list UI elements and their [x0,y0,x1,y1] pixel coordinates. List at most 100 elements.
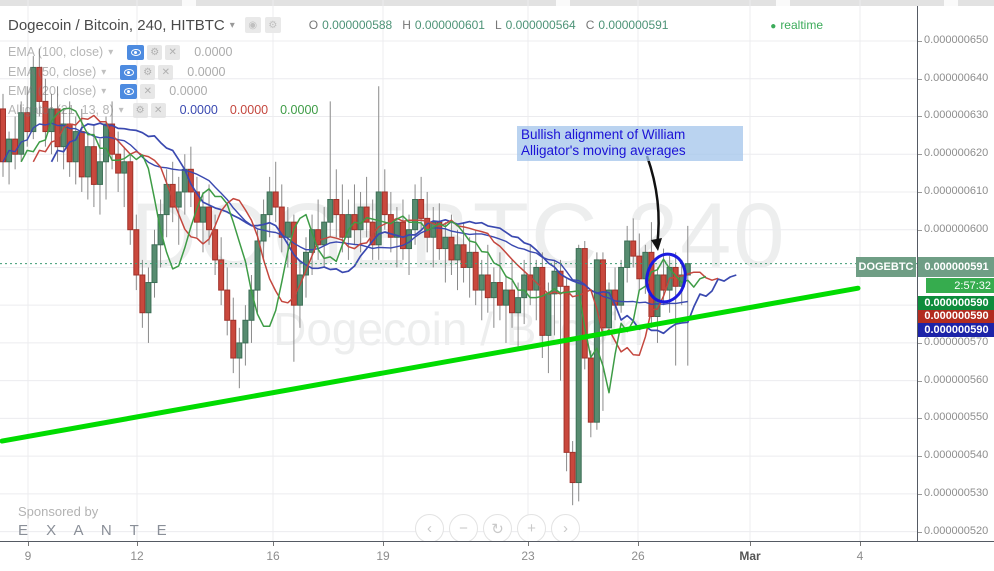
sponsor-brand[interactable]: E X A N T E [18,522,174,539]
chevron-down-icon[interactable]: ▾ [118,104,124,116]
ohlc-readout: O 0.000000588 H 0.000000601 L 0.00000056… [299,18,669,32]
candle-up [466,251,473,268]
candle-up [490,282,497,299]
candle-down [581,248,588,359]
gear-icon[interactable]: ⚙ [264,17,281,33]
chrome-gap [944,0,958,6]
candlestick-plot[interactable] [0,0,917,541]
reset-button[interactable]: ↻ [483,514,512,543]
candle-down [212,229,219,261]
symbol-price-flag: DOGEBTC [856,257,916,277]
chevron-down-icon[interactable]: ▾ [108,46,114,58]
gear-icon[interactable]: ⚙ [147,44,163,60]
price-axis-tick [918,229,922,231]
visibility-eye-icon[interactable] [120,64,138,80]
price-axis-label: 0.000000550 [924,411,989,424]
candle-up [199,206,206,223]
visibility-eye-icon[interactable] [127,44,145,60]
low-value: 0.000000564 [505,18,576,32]
candle-up [624,240,631,268]
candle-down [496,282,503,306]
alligator-lips-value: 0.0000 [280,103,319,117]
symbol-title[interactable]: Dogecoin / Bitcoin, 240, HITBTC [8,16,225,34]
candle-up [618,266,625,306]
price-axis-label: 0.000000600 [924,222,989,235]
candle-up [375,191,382,246]
legend-row-ema100: EMA (100, close) ▾ ⚙ ✕ 0.0000 [8,44,232,60]
time-axis-tick [28,542,29,546]
chevron-down-icon[interactable]: ▾ [229,19,235,31]
close-icon[interactable]: ✕ [150,102,166,118]
price-axis-label: 0.000000630 [924,109,989,122]
time-axis-tick [860,542,861,546]
price-axis-label: 0.000000520 [924,524,989,537]
candle-down [127,161,134,231]
indicator-name[interactable]: EMA (100, close) [8,45,104,59]
candle-down [557,270,564,287]
indicator-name[interactable]: EMA (50, close) [8,65,97,79]
candle-down [24,112,31,133]
open-value: 0.000000588 [322,18,393,32]
symbol-toolbar: Dogecoin / Bitcoin, 240, HITBTC ▾ ◉ ⚙ O … [8,12,668,38]
candle-up [654,274,661,318]
time-axis-tick [273,542,274,546]
price-axis-label: 0.000000540 [924,449,989,462]
price-axis-tick [918,418,922,420]
candle-down [509,289,516,314]
price-axis-tick [918,531,922,533]
candle-up [242,319,249,344]
chevron-down-icon[interactable]: ▾ [101,66,107,78]
annotation-note[interactable]: Bullish alignment of William Alligator's… [517,126,743,161]
gear-icon[interactable]: ⚙ [132,102,148,118]
time-axis-label: 4 [856,549,864,563]
indicator-name[interactable]: EMA (20, close) [8,84,97,98]
candle-up [96,161,103,185]
candle-down [636,255,643,280]
candle-down [272,191,279,208]
scroll-left-button[interactable]: ‹ [415,514,444,543]
close-icon[interactable]: ✕ [140,83,156,99]
candle-up [502,289,509,306]
candle-down [90,146,97,185]
chevron-down-icon[interactable]: ▾ [101,85,107,97]
candle-down [333,199,340,216]
close-icon[interactable]: ✕ [165,44,181,60]
highlight-ellipse [645,252,687,304]
gear-icon[interactable]: ⚙ [140,64,156,80]
candle-up [533,266,540,291]
zoom-out-button[interactable]: − [449,514,478,543]
high-label: H [402,18,411,32]
time-axis-label: 19 [376,549,390,563]
eye-icon[interactable]: ◉ [244,17,261,33]
price-axis-label: 0.000000560 [924,373,989,386]
price-axis[interactable]: 0.000000650 0.000000640 0.000000630 0.00000… [917,6,994,541]
candle-up [521,274,528,299]
indicator-name[interactable]: Alligator (21, 13, 8) [8,103,114,117]
legend-row-ema50: EMA (50, close) ▾ ⚙ ✕ 0.0000 [8,64,226,80]
visibility-eye-icon[interactable] [120,83,138,99]
zoom-in-button[interactable]: + [517,514,546,543]
legend-row-alligator: Alligator (21, 13, 8) ▾ ⚙ ✕ 0.0000 0.000… [8,102,318,118]
candle-up [72,131,79,163]
price-axis-tick [918,493,922,495]
price-axis-label: 0.000000570 [924,335,989,348]
close-icon[interactable]: ✕ [158,64,174,80]
scroll-right-button[interactable]: › [551,514,580,543]
price-axis-label: 0.000000640 [924,71,989,84]
candle-up [254,240,261,291]
candle-down [448,236,455,261]
candle-up [236,342,243,359]
candle-down [133,229,140,276]
moving-average-line [20,107,707,394]
chrome-gap [556,0,570,6]
open-label: O [308,18,319,32]
candle-down [315,229,322,246]
price-axis-tick [918,342,922,344]
time-axis[interactable]: 9 12 16 19 23 26 Mar 4 [0,541,994,571]
close-value: 0.000000591 [598,18,669,32]
chart-pane[interactable]: DOGEBTC 240 Dogecoin / Bitcoin Dogecoin … [0,0,917,543]
candle-up [406,229,413,250]
price-axis-tick [918,191,922,193]
chrome-gap [182,0,196,6]
